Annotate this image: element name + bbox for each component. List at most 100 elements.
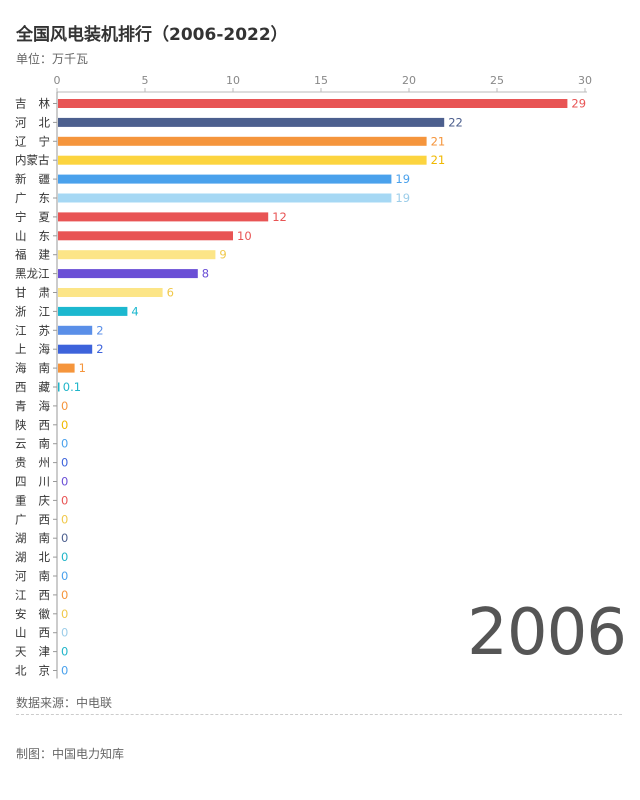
value-label: 0 bbox=[61, 418, 68, 432]
category-label: 福 bbox=[15, 248, 27, 262]
bar bbox=[58, 212, 269, 222]
category-label: 南 bbox=[39, 531, 51, 545]
value-label: 0 bbox=[61, 456, 68, 470]
bar bbox=[58, 306, 128, 316]
value-label: 0 bbox=[61, 645, 68, 659]
category-label: 河 bbox=[15, 569, 27, 583]
category-label: 西 bbox=[39, 512, 51, 526]
x-tick-label: 20 bbox=[402, 74, 416, 87]
x-tick-label: 15 bbox=[314, 74, 328, 87]
value-label: 1 bbox=[79, 361, 86, 375]
category-label: 南 bbox=[39, 361, 51, 375]
bar-chart: 0 5 10 15 20 25 30吉林 29河北 22辽宁 21内蒙古 21新疆 19广东 19宁夏 1… bbox=[15, 74, 592, 679]
value-label: 0 bbox=[61, 493, 68, 507]
category-label: 山 bbox=[15, 626, 27, 640]
value-label: 2 bbox=[96, 342, 103, 356]
bar bbox=[58, 269, 198, 279]
value-label: 10 bbox=[237, 229, 252, 243]
category-label: 建 bbox=[39, 248, 51, 262]
category-label: 海 bbox=[39, 342, 51, 356]
category-label: 北 bbox=[39, 550, 51, 564]
category-label: 青 bbox=[15, 399, 27, 413]
category-label: 夏 bbox=[39, 210, 51, 224]
value-label: 9 bbox=[219, 248, 226, 262]
category-label: 安 bbox=[15, 607, 27, 621]
x-tick-label: 0 bbox=[54, 74, 61, 87]
value-label: 0 bbox=[61, 475, 68, 489]
bar bbox=[58, 250, 216, 260]
category-label: 南 bbox=[39, 437, 51, 451]
value-label: 0 bbox=[61, 626, 68, 640]
value-label: 0 bbox=[61, 569, 68, 583]
category-label: 宁 bbox=[15, 210, 27, 224]
category-label: 湖 bbox=[15, 550, 27, 564]
bar bbox=[58, 136, 427, 146]
bar bbox=[58, 155, 427, 165]
category-label: 宁 bbox=[39, 134, 51, 148]
bar bbox=[58, 363, 75, 373]
category-label: 川 bbox=[39, 475, 51, 489]
bar bbox=[58, 344, 93, 354]
category-label: 上 bbox=[15, 342, 27, 356]
value-label: 8 bbox=[202, 267, 209, 281]
value-label: 0 bbox=[61, 531, 68, 545]
unit-label: 单位：万千瓦 bbox=[16, 52, 89, 66]
category-label: 甘 bbox=[15, 286, 27, 300]
x-tick-label: 25 bbox=[490, 74, 504, 87]
category-label: 广 bbox=[15, 191, 27, 205]
category-label: 西 bbox=[39, 418, 51, 432]
bar bbox=[58, 193, 392, 203]
category-label: 津 bbox=[39, 645, 51, 659]
category-label: 天 bbox=[15, 645, 27, 659]
value-label: 0 bbox=[61, 437, 68, 451]
value-label: 12 bbox=[272, 210, 287, 224]
category-label: 河 bbox=[15, 115, 27, 129]
category-label: 吉 bbox=[15, 97, 27, 111]
category-label: 内蒙古 bbox=[15, 153, 50, 167]
category-label: 云 bbox=[15, 437, 27, 451]
x-tick-label: 5 bbox=[142, 74, 149, 87]
category-label: 西 bbox=[39, 588, 51, 602]
value-label: 19 bbox=[395, 172, 410, 186]
bar bbox=[58, 325, 93, 335]
category-label: 藏 bbox=[39, 380, 51, 394]
value-label: 0 bbox=[61, 607, 68, 621]
category-label: 广 bbox=[15, 512, 27, 526]
category-label: 林 bbox=[39, 97, 51, 111]
category-label: 西 bbox=[39, 626, 51, 640]
category-label: 庆 bbox=[39, 493, 51, 507]
category-label: 苏 bbox=[39, 323, 51, 337]
category-label: 陕 bbox=[15, 418, 27, 432]
maker-label: 制图：中国电力知库 bbox=[16, 747, 125, 761]
value-label: 0.1 bbox=[63, 380, 81, 394]
value-label: 22 bbox=[448, 115, 463, 129]
value-label: 4 bbox=[131, 304, 138, 318]
value-label: 0 bbox=[61, 399, 68, 413]
x-tick-label: 10 bbox=[226, 74, 240, 87]
category-label: 江 bbox=[15, 323, 27, 337]
category-label: 海 bbox=[15, 361, 27, 375]
value-label: 6 bbox=[167, 286, 174, 300]
category-label: 海 bbox=[39, 399, 51, 413]
value-label: 0 bbox=[61, 550, 68, 564]
category-label: 四 bbox=[15, 475, 27, 489]
category-label: 黑龙江 bbox=[15, 267, 50, 281]
category-label: 北 bbox=[39, 115, 51, 129]
category-label: 湖 bbox=[15, 531, 27, 545]
category-label: 江 bbox=[15, 588, 27, 602]
category-label: 东 bbox=[39, 229, 51, 243]
category-label: 辽 bbox=[15, 134, 27, 148]
category-label: 州 bbox=[39, 456, 51, 470]
value-label: 19 bbox=[395, 191, 410, 205]
bar bbox=[58, 382, 60, 392]
category-label: 肃 bbox=[39, 286, 51, 300]
bar bbox=[58, 231, 233, 241]
value-label: 21 bbox=[431, 153, 446, 167]
category-label: 北 bbox=[15, 664, 27, 678]
category-label: 山 bbox=[15, 229, 27, 243]
category-label: 南 bbox=[39, 569, 51, 583]
category-label: 疆 bbox=[39, 172, 51, 186]
category-label: 东 bbox=[39, 191, 51, 205]
category-label: 浙 bbox=[15, 304, 27, 318]
bar bbox=[58, 174, 392, 184]
